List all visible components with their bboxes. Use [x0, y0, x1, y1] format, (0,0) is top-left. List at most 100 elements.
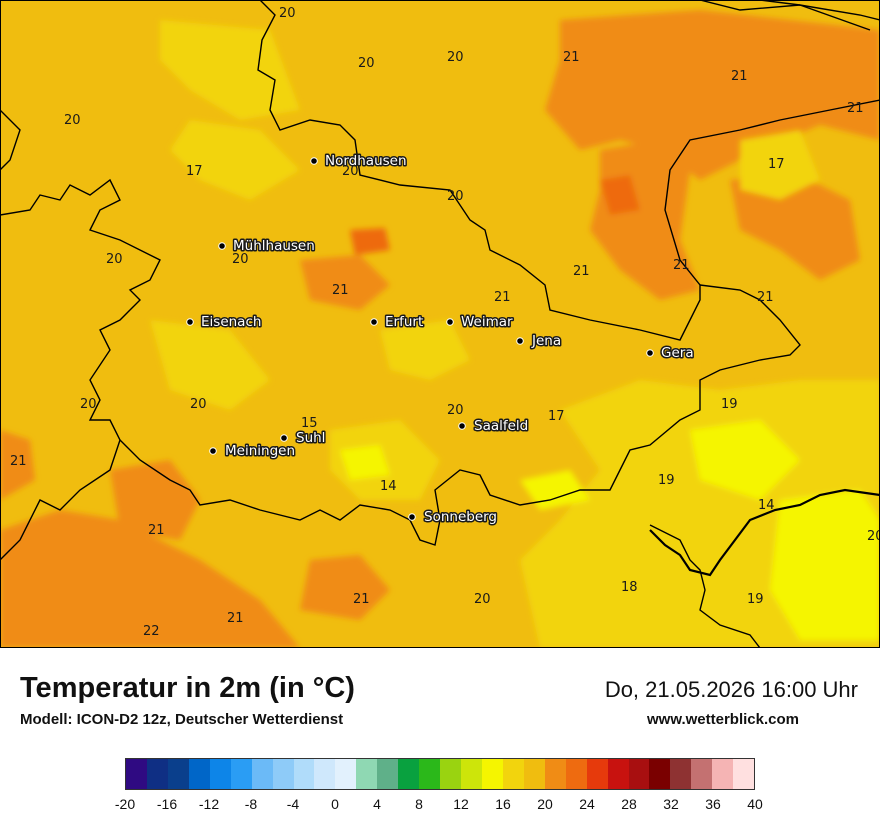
city-label-erfurt: Erfurt [385, 314, 423, 330]
city-label-suhl: Suhl [296, 430, 325, 446]
legend-swatch [712, 759, 734, 789]
city-dot [209, 447, 217, 455]
legend-tick-label: 0 [331, 796, 339, 812]
city-label-gera: Gera [661, 345, 694, 361]
city-dot [446, 318, 454, 326]
legend-swatch [440, 759, 461, 789]
temp-label: 19 [658, 473, 675, 488]
city-label-sonneberg: Sonneberg [424, 509, 497, 525]
temp-label: 21 [757, 290, 774, 305]
temp-label: 20 [358, 56, 375, 71]
legend-swatch [419, 759, 441, 789]
legend-swatch [398, 759, 420, 789]
legend-swatch [502, 759, 524, 789]
city-dot [408, 513, 416, 521]
legend-tick-label: 20 [537, 796, 553, 812]
temp-label: 20 [447, 403, 464, 418]
map-title: Temperatur in 2m (in °C) [20, 672, 355, 704]
legend-tick-label: 36 [705, 796, 721, 812]
legend-swatch [146, 759, 168, 789]
legend-swatch [670, 759, 692, 789]
legend-tick-label: 32 [663, 796, 679, 812]
forecast-datetime: Do, 21.05.2026 16:00 Uhr [604, 677, 858, 702]
temp-label: 19 [747, 592, 764, 607]
legend-swatch [251, 759, 273, 789]
city-label-muehlhausen: Mühlhausen [233, 238, 315, 254]
temp-label: 21 [353, 592, 370, 607]
temp-label: 22 [143, 624, 160, 639]
warm-areas [0, 10, 880, 648]
city-label-saalfeld: Saalfeld [474, 418, 528, 434]
legend-swatch [586, 759, 608, 789]
temp-label: 21 [148, 523, 165, 538]
temp-label: 21 [332, 283, 349, 298]
legend-swatch [188, 759, 210, 789]
legend-swatch [481, 759, 503, 789]
legend-tick-label: 8 [415, 796, 423, 812]
temp-label: 20 [232, 252, 249, 267]
legend-tick-label: 24 [579, 796, 595, 812]
legend-swatch [167, 759, 189, 789]
legend-swatch [293, 759, 315, 789]
map-canvas: 20 20 20 21 21 21 20 17 20 17 20 20 20 2… [0, 0, 880, 648]
city-label-weimar: Weimar [461, 314, 513, 330]
legend-tick-label: 16 [495, 796, 511, 812]
temp-label: 21 [573, 264, 590, 279]
temp-label: 20 [342, 164, 359, 179]
temp-label: 21 [494, 290, 511, 305]
legend-tick-label: 12 [453, 796, 469, 812]
legend-swatch [356, 759, 378, 789]
legend-swatch [628, 759, 650, 789]
legend-swatch [607, 759, 629, 789]
cool-areas [150, 20, 880, 648]
legend-tick-label: 4 [373, 796, 381, 812]
temperature-map: 20 20 20 21 21 21 20 17 20 17 20 20 20 2… [0, 0, 880, 648]
model-subtitle: Modell: ICON-D2 12z, Deutscher Wetterdie… [20, 711, 344, 728]
legend-swatch [565, 759, 587, 789]
city-dot [516, 337, 524, 345]
country-border [649, 488, 880, 577]
city-dot [458, 422, 466, 430]
legend-swatch [461, 759, 482, 789]
temp-label: 20 [279, 6, 296, 21]
temp-label: 15 [301, 416, 318, 431]
temp-label: 18 [621, 580, 638, 595]
city-label-eisenach: Eisenach [201, 314, 261, 330]
website-link[interactable]: www.wetterblick.com [647, 711, 799, 728]
city-dot [646, 349, 654, 357]
temperature-labels: 20 20 20 21 21 21 20 17 20 17 20 20 20 2… [10, 6, 880, 639]
legend-swatch [230, 759, 252, 789]
legend-tick-label: 28 [621, 796, 637, 812]
legend-swatch [209, 759, 231, 789]
legend-swatch [523, 759, 545, 789]
legend-swatch [733, 759, 755, 789]
color-scale-legend [125, 758, 755, 790]
temp-label: 20 [190, 397, 207, 412]
temp-label: 17 [548, 409, 565, 424]
temp-label: 20 [447, 189, 464, 204]
temp-label: 20 [474, 592, 491, 607]
legend-swatch [126, 759, 147, 789]
legend-swatch [649, 759, 671, 789]
legend-swatch [335, 759, 357, 789]
city-dot [370, 318, 378, 326]
temp-label: 19 [721, 397, 738, 412]
legend-tick-label: -12 [198, 796, 220, 812]
city-markers: Nordhausen Mühlhausen Eisenach Erfurt We… [186, 152, 695, 527]
legend-swatch [377, 759, 399, 789]
city-label-meiningen: Meiningen [225, 443, 295, 459]
temp-label: 17 [768, 157, 785, 172]
temp-label: 20 [867, 529, 880, 544]
temp-label: 21 [673, 258, 690, 273]
temp-label: 21 [227, 611, 244, 626]
legend-tick-label: -8 [244, 796, 258, 812]
legend-tick-label: -20 [114, 796, 136, 812]
legend-ticks: -20 -16 -12 -8 -4 0 4 8 12 16 20 24 28 32 36 40 [115, 796, 763, 816]
temp-label: 21 [731, 69, 748, 84]
temp-label: 20 [64, 113, 81, 128]
temp-label: 21 [563, 50, 580, 65]
temp-label: 20 [106, 252, 123, 267]
city-dot [280, 434, 288, 442]
legend-swatch [691, 759, 713, 789]
legend-tick-label: 40 [747, 796, 763, 812]
